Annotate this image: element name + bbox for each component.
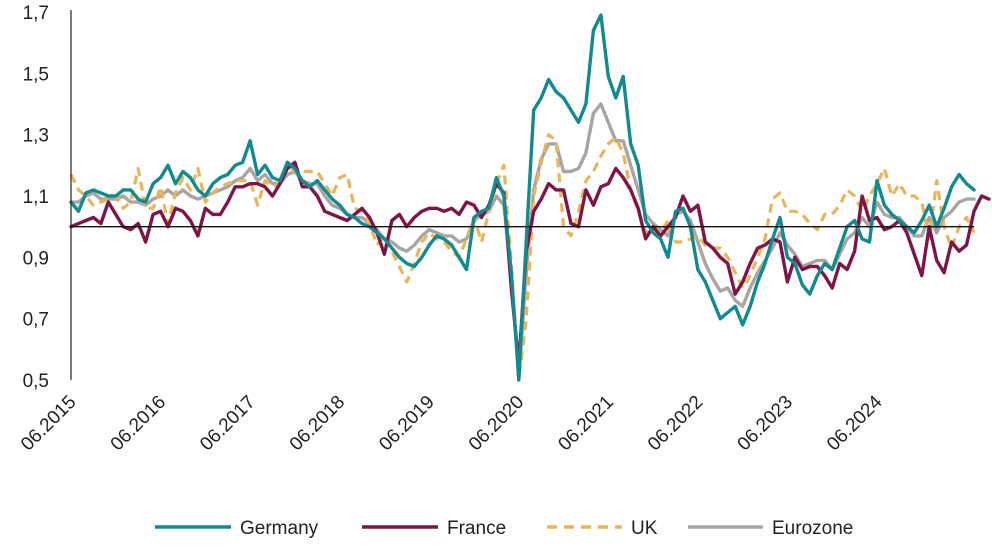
x-tick-label: 06.2022 [644,392,707,455]
y-tick-labels: 0,5 0,7 0,9 1,1 1,3 1,5 1,7 [23,3,49,392]
legend: Germany France UK Eurozone [155,518,853,539]
series-line-uk [69,133,976,382]
y-tick-label: 1,5 [23,64,49,85]
axes-group [70,10,974,380]
legend-label-uk: UK [631,518,658,539]
x-tick-labels: 06.2015 06.2016 06.2017 06.2018 06.2019 06.20… [17,391,887,455]
plot-series-group [69,13,991,382]
x-tick-label: 06.2016 [107,392,170,455]
x-tick-label: 06.2023 [734,392,797,455]
y-tick-label: 0,5 [23,371,49,392]
series-line-germany [69,13,976,382]
y-tick-label: 0,9 [23,248,49,269]
legend-label-france: France [447,518,506,539]
legend-label-germany: Germany [240,518,319,539]
y-tick-label: 1,1 [23,187,49,208]
x-tick-label: 06.2020 [465,392,528,455]
y-tick-label: 1,3 [23,126,49,147]
x-tick-label: 06.2019 [375,392,438,455]
y-tick-label: 0,7 [23,310,49,331]
x-tick-label: 06.2018 [286,392,349,455]
series-line-france [69,160,991,367]
x-tick-label: 06.2015 [17,392,80,455]
x-tick-label: 06.2024 [823,391,887,455]
x-tick-label: 06.2021 [554,392,617,455]
y-tick-label: 1,7 [23,3,49,24]
legend-label-eurozone: Eurozone [772,518,853,539]
x-tick-label: 06.2017 [196,392,259,455]
